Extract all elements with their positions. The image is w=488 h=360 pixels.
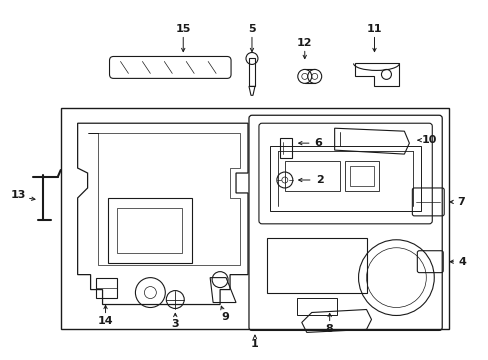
Text: 5: 5 xyxy=(247,24,255,33)
Text: 12: 12 xyxy=(296,37,312,48)
Bar xyxy=(266,238,366,293)
Text: 6: 6 xyxy=(313,138,321,148)
Text: 4: 4 xyxy=(457,257,465,267)
Bar xyxy=(279,138,291,158)
Bar xyxy=(248,58,254,86)
Bar xyxy=(95,278,117,298)
Bar xyxy=(349,166,374,186)
Text: 7: 7 xyxy=(456,197,464,207)
Bar xyxy=(285,161,339,191)
Text: 11: 11 xyxy=(366,24,382,33)
Bar xyxy=(296,298,336,315)
Bar xyxy=(61,108,448,329)
Bar xyxy=(107,198,192,263)
Text: 10: 10 xyxy=(421,135,436,145)
Bar xyxy=(117,208,182,253)
Text: 9: 9 xyxy=(221,312,228,323)
Bar xyxy=(344,161,379,191)
Text: 2: 2 xyxy=(315,175,323,185)
Text: 3: 3 xyxy=(171,319,179,329)
Text: 13: 13 xyxy=(11,190,26,200)
Text: 14: 14 xyxy=(98,316,113,327)
Text: 8: 8 xyxy=(325,324,333,334)
Text: 15: 15 xyxy=(175,24,190,33)
Text: 1: 1 xyxy=(250,339,258,349)
